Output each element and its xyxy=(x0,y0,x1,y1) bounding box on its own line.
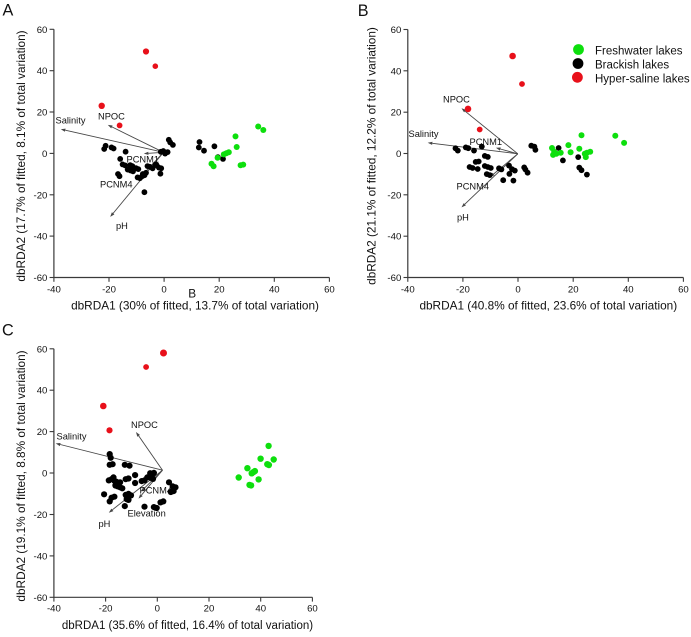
svg-text:60: 60 xyxy=(678,284,689,295)
svg-text:20: 20 xyxy=(204,603,215,614)
svg-text:Salinity: Salinity xyxy=(56,115,86,125)
svg-text:-20: -20 xyxy=(34,190,48,201)
svg-text:-40: -40 xyxy=(401,284,415,295)
svg-text:40: 40 xyxy=(37,66,48,77)
svg-text:A: A xyxy=(3,2,14,20)
svg-text:dbRDA2 (17.7% of fitted, 8.1%: dbRDA2 (17.7% of fitted, 8.1% of total v… xyxy=(14,30,28,281)
svg-text:Elevation: Elevation xyxy=(128,508,166,518)
svg-text:60: 60 xyxy=(324,284,335,295)
svg-text:PCNM4: PCNM4 xyxy=(100,179,133,189)
svg-text:0: 0 xyxy=(161,284,166,295)
svg-text:-20: -20 xyxy=(99,603,113,614)
svg-text:40: 40 xyxy=(269,284,280,295)
svg-text:0: 0 xyxy=(155,603,160,614)
svg-text:60: 60 xyxy=(37,25,48,36)
svg-text:pH: pH xyxy=(457,212,469,222)
svg-text:40: 40 xyxy=(255,603,266,614)
svg-text:PCNM1: PCNM1 xyxy=(127,154,160,164)
svg-text:60: 60 xyxy=(37,344,48,355)
svg-text:PCNM4: PCNM4 xyxy=(457,181,490,191)
svg-text:pH: pH xyxy=(99,519,111,529)
svg-text:40: 40 xyxy=(623,284,634,295)
svg-text:Hyper-saline lakes: Hyper-saline lakes xyxy=(595,73,690,85)
svg-text:-60: -60 xyxy=(34,273,48,284)
svg-text:20: 20 xyxy=(568,284,579,295)
svg-text:0: 0 xyxy=(42,469,47,480)
svg-text:PCNM4: PCNM4 xyxy=(140,485,173,495)
svg-text:Freshwater lakes: Freshwater lakes xyxy=(595,46,683,58)
svg-text:Brackish lakes: Brackish lakes xyxy=(595,60,669,72)
svg-text:-40: -40 xyxy=(47,603,61,614)
svg-text:-20: -20 xyxy=(456,284,470,295)
svg-text:dbRDA2 (19.1% of fitted, 8.8%: dbRDA2 (19.1% of fitted, 8.8% of total v… xyxy=(14,350,28,601)
svg-text:C: C xyxy=(2,322,14,340)
svg-text:-20: -20 xyxy=(387,190,401,201)
svg-text:-40: -40 xyxy=(34,551,48,562)
svg-text:Salinity: Salinity xyxy=(57,431,87,441)
svg-text:Salinity: Salinity xyxy=(409,129,439,139)
svg-text:B: B xyxy=(188,286,196,300)
svg-text:20: 20 xyxy=(37,108,48,119)
svg-text:40: 40 xyxy=(391,66,402,77)
svg-text:-40: -40 xyxy=(34,232,48,243)
svg-text:NPOC: NPOC xyxy=(98,111,125,121)
svg-text:NPOC: NPOC xyxy=(443,94,470,104)
svg-text:dbRDA2 (21.1% of fitted, 12.2%: dbRDA2 (21.1% of fitted, 12.2% of total … xyxy=(365,27,379,285)
svg-text:40: 40 xyxy=(37,386,48,397)
svg-text:20: 20 xyxy=(391,108,402,119)
svg-text:dbRDA1 (35.6% of fitted, 16.4%: dbRDA1 (35.6% of fitted, 16.4% of total … xyxy=(62,620,313,632)
svg-text:dbRDA1 (40.8% of fitted, 23.6%: dbRDA1 (40.8% of fitted, 23.6% of total … xyxy=(419,299,677,313)
svg-text:-20: -20 xyxy=(34,510,48,521)
svg-text:B: B xyxy=(358,2,369,20)
svg-text:60: 60 xyxy=(307,603,318,614)
svg-text:20: 20 xyxy=(214,284,225,295)
svg-text:0: 0 xyxy=(42,149,47,160)
svg-text:20: 20 xyxy=(37,427,48,438)
svg-text:-40: -40 xyxy=(387,232,401,243)
svg-text:pH: pH xyxy=(116,221,128,231)
svg-text:dbRDA1 (30% of fitted, 13.7% o: dbRDA1 (30% of fitted, 13.7% of total va… xyxy=(71,299,319,313)
svg-text:0: 0 xyxy=(515,284,520,295)
svg-text:NPOC: NPOC xyxy=(131,420,158,430)
svg-text:-40: -40 xyxy=(47,284,61,295)
svg-text:PCNM1: PCNM1 xyxy=(470,137,503,147)
svg-text:-60: -60 xyxy=(34,593,48,604)
svg-text:60: 60 xyxy=(391,25,402,36)
svg-text:0: 0 xyxy=(396,149,401,160)
svg-text:-20: -20 xyxy=(102,284,116,295)
svg-text:-60: -60 xyxy=(387,273,401,284)
